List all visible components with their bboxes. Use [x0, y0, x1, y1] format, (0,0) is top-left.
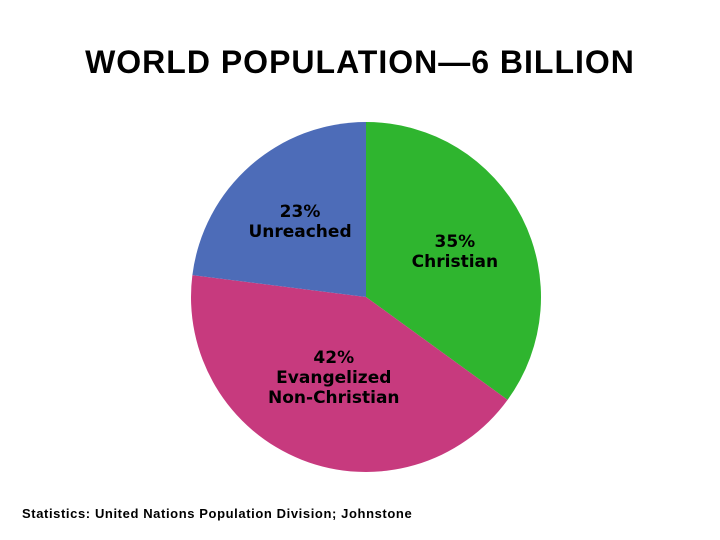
slice-label: 23% Unreached [220, 202, 380, 242]
pie-slice [366, 122, 541, 400]
pie-slice [190, 275, 508, 472]
slice-label: 35% Christian [375, 232, 535, 272]
chart-title: WORLD POPULATION—6 BILLION [85, 44, 635, 80]
pie-slice [192, 122, 366, 297]
category-label: Christian [411, 251, 499, 272]
category-label: Evangelized Non-Christian [268, 368, 400, 409]
value-label: 23% [279, 202, 321, 223]
value-label: 42% [313, 348, 355, 369]
category-label: Unreached [248, 222, 352, 243]
slice-label: 42% Evangelized Non-Christian [254, 348, 414, 408]
value-label: 35% [434, 231, 476, 252]
source-note: Statistics: United Nations Population Di… [22, 506, 413, 521]
